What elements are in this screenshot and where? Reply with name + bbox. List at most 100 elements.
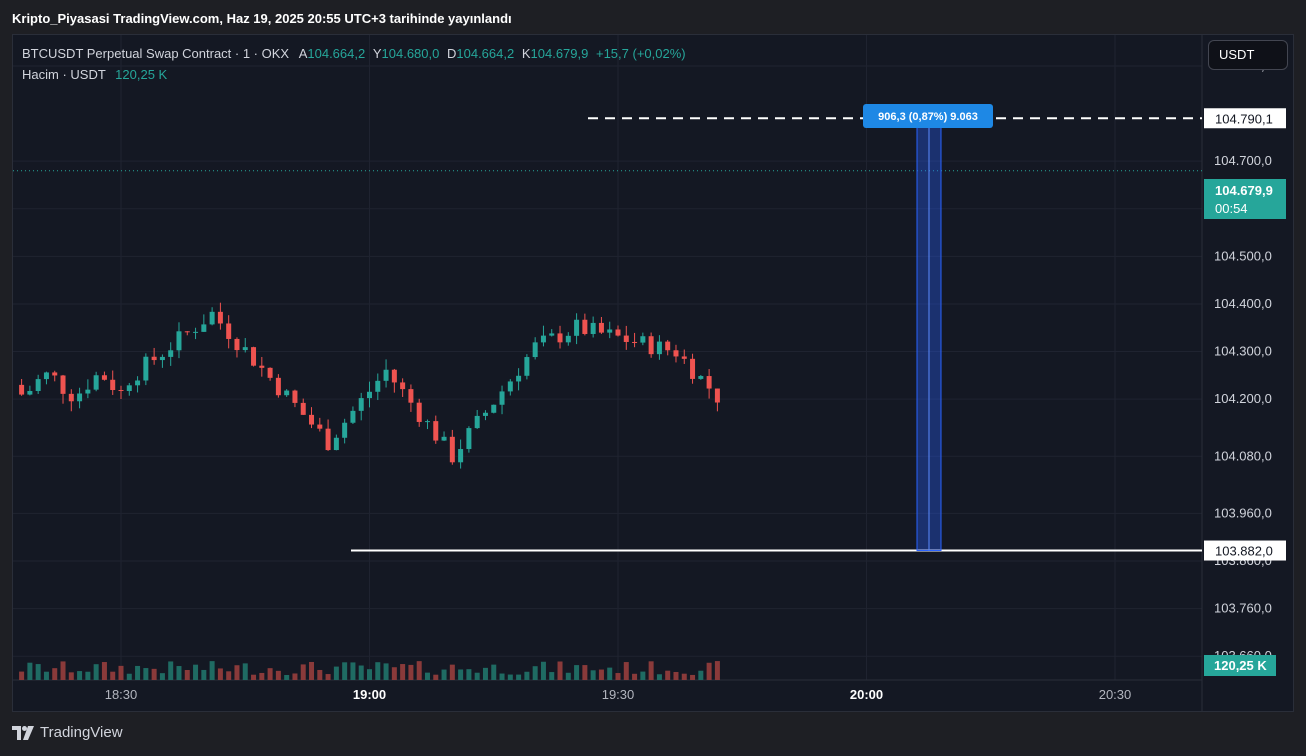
candle-body <box>68 393 74 402</box>
volume-bar <box>77 671 83 680</box>
chart-pane[interactable] <box>12 34 1294 712</box>
candles <box>19 302 720 469</box>
volume-bar <box>706 662 712 680</box>
candle-body <box>549 333 555 336</box>
price-tick-label: 104.700,0 <box>1214 153 1272 168</box>
candle-body <box>35 379 41 391</box>
volume-bar <box>43 671 49 680</box>
candle-body <box>648 336 654 355</box>
price-tick-label: 104.300,0 <box>1214 344 1272 359</box>
volume-bar <box>491 664 497 680</box>
candle-body <box>582 319 588 334</box>
volume-bar <box>424 672 430 680</box>
volume-bar <box>507 674 513 680</box>
candle-body <box>400 382 406 390</box>
price-tick-label: 104.500,0 <box>1214 248 1272 263</box>
candle-body <box>706 376 712 389</box>
volume-bar <box>52 668 58 680</box>
volume-bar <box>333 666 339 680</box>
volume-bar <box>408 664 414 680</box>
price-tick-label: 104.080,0 <box>1214 448 1272 463</box>
volume-bar <box>582 665 588 680</box>
volume-bar <box>499 673 505 680</box>
candle-body <box>126 385 132 392</box>
volume-bar <box>126 673 132 680</box>
volume-bar <box>300 664 306 680</box>
candle-body <box>557 333 563 343</box>
close-label: K <box>521 46 531 61</box>
volume-bar <box>234 665 240 680</box>
volume-bar <box>35 664 41 680</box>
tradingview-logo[interactable]: TradingView <box>12 724 123 741</box>
level-price-badge-text: 104.790,1 <box>1215 111 1273 126</box>
candle-body <box>458 449 464 463</box>
volume-bar <box>27 662 33 680</box>
candle-body <box>656 341 662 355</box>
volume-bar <box>565 672 571 680</box>
current-price-badge-value: 104.679,9 <box>1215 183 1273 198</box>
candle-body <box>408 389 414 403</box>
candle-body <box>19 384 25 395</box>
candle-body <box>226 323 232 339</box>
level-price-badge-text: 103.882,0 <box>1215 544 1273 559</box>
volume-bar <box>714 661 720 680</box>
level-price-badge <box>1204 108 1286 129</box>
chart-publish-header: Kripto_Piyasasi TradingView.com, Haz 19,… <box>12 11 512 26</box>
volume-bar <box>433 674 439 680</box>
volume-bar <box>118 665 124 680</box>
candle-body <box>367 391 372 399</box>
symbol-legend[interactable]: BTCUSDT Perpetual Swap Contract · 1 · OK… <box>22 46 686 61</box>
volume-value: 120,25 K <box>115 67 168 82</box>
price-tick-label: 103.760,0 <box>1214 601 1272 616</box>
candle-body <box>209 311 215 325</box>
volume-bar <box>292 673 298 680</box>
candle-body <box>77 393 83 402</box>
close-value: 104.679,9 <box>530 46 589 61</box>
tradingview-logo-icon <box>12 725 34 740</box>
candle-body <box>317 424 323 429</box>
volume-bar <box>607 667 613 680</box>
volume-bar <box>449 664 455 680</box>
time-axis: 18:3019:0019:3020:0020:3021:0021:3022:00… <box>105 687 1132 702</box>
candle-body <box>43 372 49 380</box>
candle-body <box>275 377 281 396</box>
candle-body <box>234 338 240 351</box>
change-value: +15,7 (+0,02%) <box>595 46 686 61</box>
candle-body <box>491 404 497 413</box>
volume-label[interactable]: Hacim · USDT <box>22 67 106 82</box>
symbol-title[interactable]: BTCUSDT Perpetual Swap Contract · 1 · OK… <box>22 46 290 61</box>
volume-legend[interactable]: Hacim · USDT 120,25 K <box>22 67 167 82</box>
currency-button[interactable]: USDT <box>1208 40 1288 70</box>
candle-body <box>607 329 613 333</box>
volume-bar <box>85 671 91 680</box>
volume-bar <box>549 672 555 680</box>
volume-bar <box>317 669 323 680</box>
candle-body <box>292 390 298 403</box>
volume-bar <box>309 661 315 680</box>
candle-body <box>516 375 522 382</box>
candle-body <box>482 412 488 416</box>
volume-bar <box>681 673 687 680</box>
candle-body <box>358 398 364 411</box>
candle-body <box>135 380 141 386</box>
volume-bar <box>68 672 74 680</box>
candle-body <box>449 436 455 463</box>
tradingview-brand: TradingView <box>40 724 123 741</box>
volume-bar <box>209 661 215 680</box>
volume-bar <box>400 664 406 680</box>
volume-bar <box>135 665 141 680</box>
candle-body <box>524 357 530 376</box>
volume-bar <box>193 664 199 680</box>
volume-bar <box>458 669 464 680</box>
time-tick-label: 20:00 <box>850 687 883 702</box>
candle-body <box>27 390 33 395</box>
volume-bar <box>665 670 671 680</box>
volume-badge <box>1204 655 1276 676</box>
volume-bar <box>159 673 165 680</box>
measure-label-text: 906,3 (0,87%) 9.063 <box>878 111 978 123</box>
candle-body <box>474 415 480 429</box>
volume-bar <box>284 674 290 680</box>
volume-bar <box>524 671 530 680</box>
candle-body <box>309 414 315 425</box>
